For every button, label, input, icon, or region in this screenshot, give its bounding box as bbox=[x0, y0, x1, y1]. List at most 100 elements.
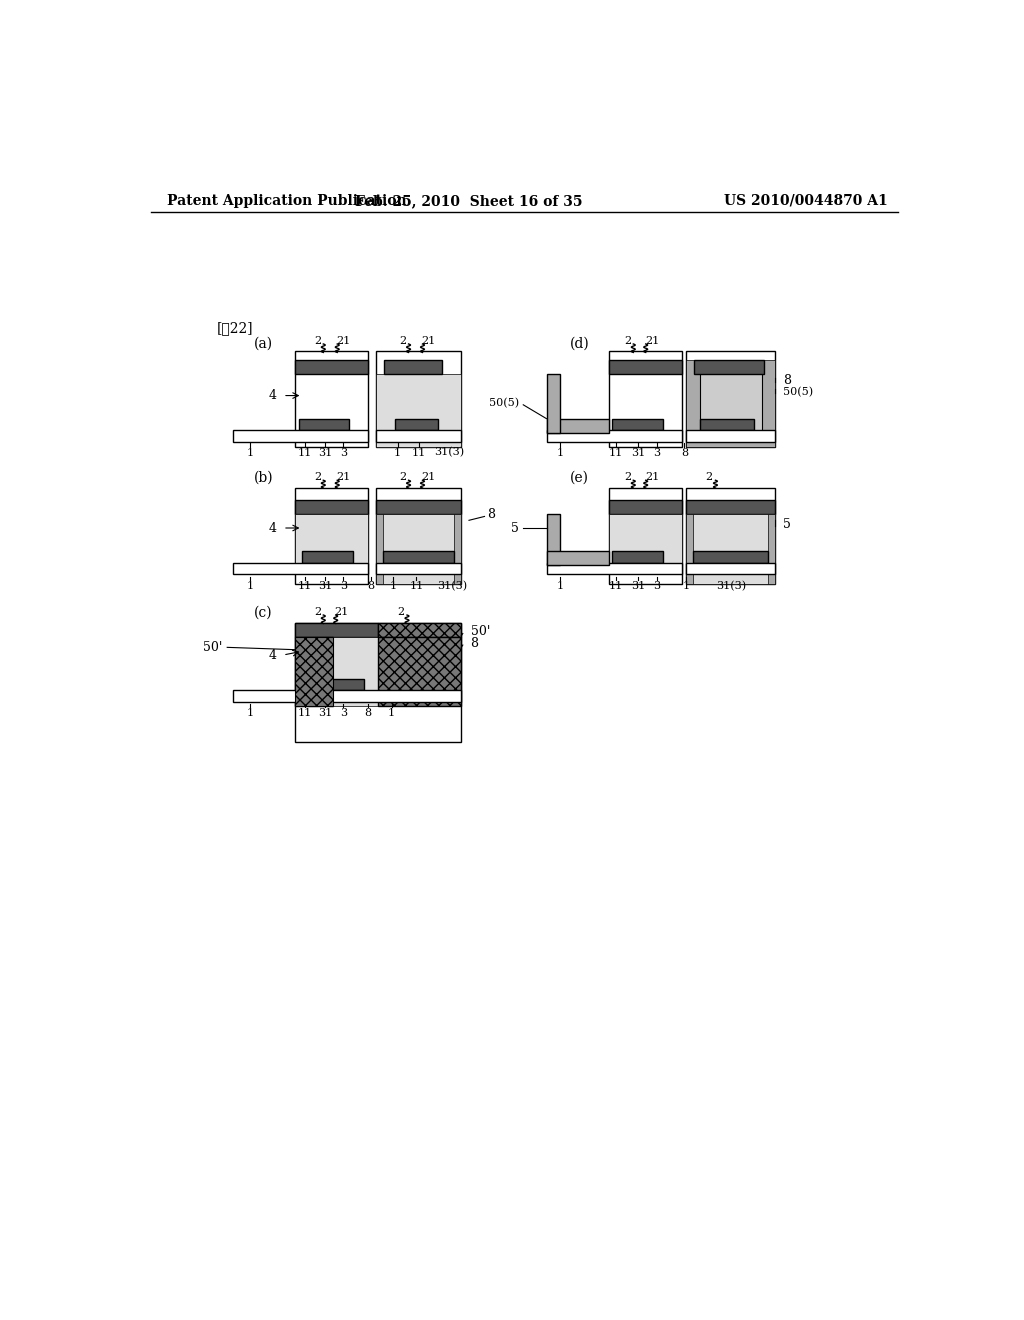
Bar bbox=[686, 562, 775, 574]
Text: 21: 21 bbox=[336, 473, 350, 482]
Bar bbox=[232, 562, 369, 574]
Bar bbox=[686, 430, 775, 442]
Bar bbox=[376, 430, 461, 442]
Text: 8: 8 bbox=[367, 581, 374, 591]
Bar bbox=[295, 636, 378, 706]
Bar bbox=[295, 351, 369, 447]
Text: 8: 8 bbox=[681, 447, 688, 458]
Bar bbox=[547, 430, 682, 442]
Text: 1: 1 bbox=[247, 447, 254, 458]
Text: 50(5): 50(5) bbox=[783, 387, 813, 397]
Text: 3: 3 bbox=[340, 447, 347, 458]
Bar bbox=[612, 418, 663, 430]
Text: 11: 11 bbox=[298, 708, 312, 718]
Bar bbox=[608, 351, 682, 447]
Bar bbox=[295, 360, 369, 374]
Bar bbox=[295, 636, 334, 706]
Text: 1: 1 bbox=[247, 581, 254, 591]
Bar bbox=[547, 374, 560, 433]
Text: 1: 1 bbox=[557, 447, 564, 458]
Text: 2: 2 bbox=[625, 335, 632, 346]
Text: 31: 31 bbox=[631, 581, 645, 591]
Bar bbox=[295, 500, 369, 515]
Bar bbox=[700, 418, 755, 430]
Text: 1: 1 bbox=[394, 447, 401, 458]
Bar bbox=[295, 623, 461, 742]
Text: 11: 11 bbox=[410, 581, 424, 591]
Text: 3: 3 bbox=[340, 708, 347, 718]
Text: Feb. 25, 2010  Sheet 16 of 35: Feb. 25, 2010 Sheet 16 of 35 bbox=[355, 194, 583, 207]
Bar bbox=[547, 562, 682, 574]
Bar bbox=[378, 623, 461, 636]
Text: 2: 2 bbox=[397, 607, 404, 616]
Text: (b): (b) bbox=[254, 471, 273, 484]
Bar bbox=[302, 552, 352, 562]
Text: (e): (e) bbox=[570, 471, 590, 484]
Bar bbox=[376, 562, 461, 574]
Text: 8: 8 bbox=[471, 638, 478, 649]
Bar bbox=[295, 488, 369, 585]
Text: 2: 2 bbox=[314, 607, 322, 616]
Bar bbox=[376, 374, 461, 447]
Bar bbox=[547, 418, 608, 433]
Text: 31: 31 bbox=[631, 447, 645, 458]
Bar bbox=[693, 360, 764, 374]
Text: 2: 2 bbox=[399, 473, 407, 482]
Text: 4: 4 bbox=[268, 389, 276, 403]
Text: 21: 21 bbox=[422, 473, 436, 482]
Text: 21: 21 bbox=[336, 335, 350, 346]
Text: (d): (d) bbox=[570, 337, 590, 350]
Text: (a): (a) bbox=[254, 337, 273, 350]
Bar bbox=[608, 360, 682, 374]
Bar bbox=[455, 515, 461, 585]
Bar bbox=[686, 360, 775, 447]
Text: 2: 2 bbox=[706, 473, 713, 482]
Text: US 2010/0044870 A1: US 2010/0044870 A1 bbox=[724, 194, 888, 207]
Bar bbox=[378, 636, 461, 706]
Bar bbox=[686, 515, 775, 585]
Text: 11: 11 bbox=[412, 447, 426, 458]
Bar bbox=[384, 360, 442, 374]
Bar bbox=[700, 372, 762, 434]
Text: 11: 11 bbox=[609, 447, 624, 458]
Text: 2: 2 bbox=[625, 473, 632, 482]
Text: 31: 31 bbox=[317, 581, 332, 591]
Text: 3: 3 bbox=[340, 581, 347, 591]
Text: 21: 21 bbox=[645, 335, 659, 346]
Text: 11: 11 bbox=[298, 581, 312, 591]
Bar bbox=[608, 488, 682, 585]
Text: 1: 1 bbox=[247, 708, 254, 718]
Text: 21: 21 bbox=[645, 473, 659, 482]
Text: 3: 3 bbox=[653, 581, 660, 591]
Text: Patent Application Publication: Patent Application Publication bbox=[167, 194, 407, 207]
Text: 21: 21 bbox=[334, 607, 348, 616]
Text: 5: 5 bbox=[783, 517, 791, 531]
Text: 11: 11 bbox=[298, 447, 312, 458]
Bar bbox=[299, 418, 349, 430]
Bar bbox=[768, 515, 775, 585]
Text: 8: 8 bbox=[365, 708, 372, 718]
Bar bbox=[686, 500, 775, 515]
Bar bbox=[612, 552, 663, 562]
Bar bbox=[608, 515, 682, 565]
Bar bbox=[232, 430, 369, 442]
Bar bbox=[608, 500, 682, 515]
Bar bbox=[693, 552, 768, 562]
Bar bbox=[232, 690, 461, 702]
Text: 8: 8 bbox=[783, 374, 791, 387]
Text: 31(3): 31(3) bbox=[437, 581, 467, 591]
Text: 5: 5 bbox=[512, 521, 519, 535]
Text: 1: 1 bbox=[389, 581, 396, 591]
Text: 1: 1 bbox=[388, 708, 395, 718]
Text: 2: 2 bbox=[314, 335, 322, 346]
Bar bbox=[547, 552, 608, 565]
Bar bbox=[376, 488, 461, 585]
Bar bbox=[376, 351, 461, 447]
Text: 4: 4 bbox=[268, 648, 276, 661]
Text: 4: 4 bbox=[268, 521, 276, 535]
Text: (c): (c) bbox=[254, 606, 273, 619]
Bar bbox=[376, 515, 383, 585]
Bar bbox=[295, 636, 334, 706]
Text: 11: 11 bbox=[609, 581, 624, 591]
Bar bbox=[295, 515, 369, 565]
